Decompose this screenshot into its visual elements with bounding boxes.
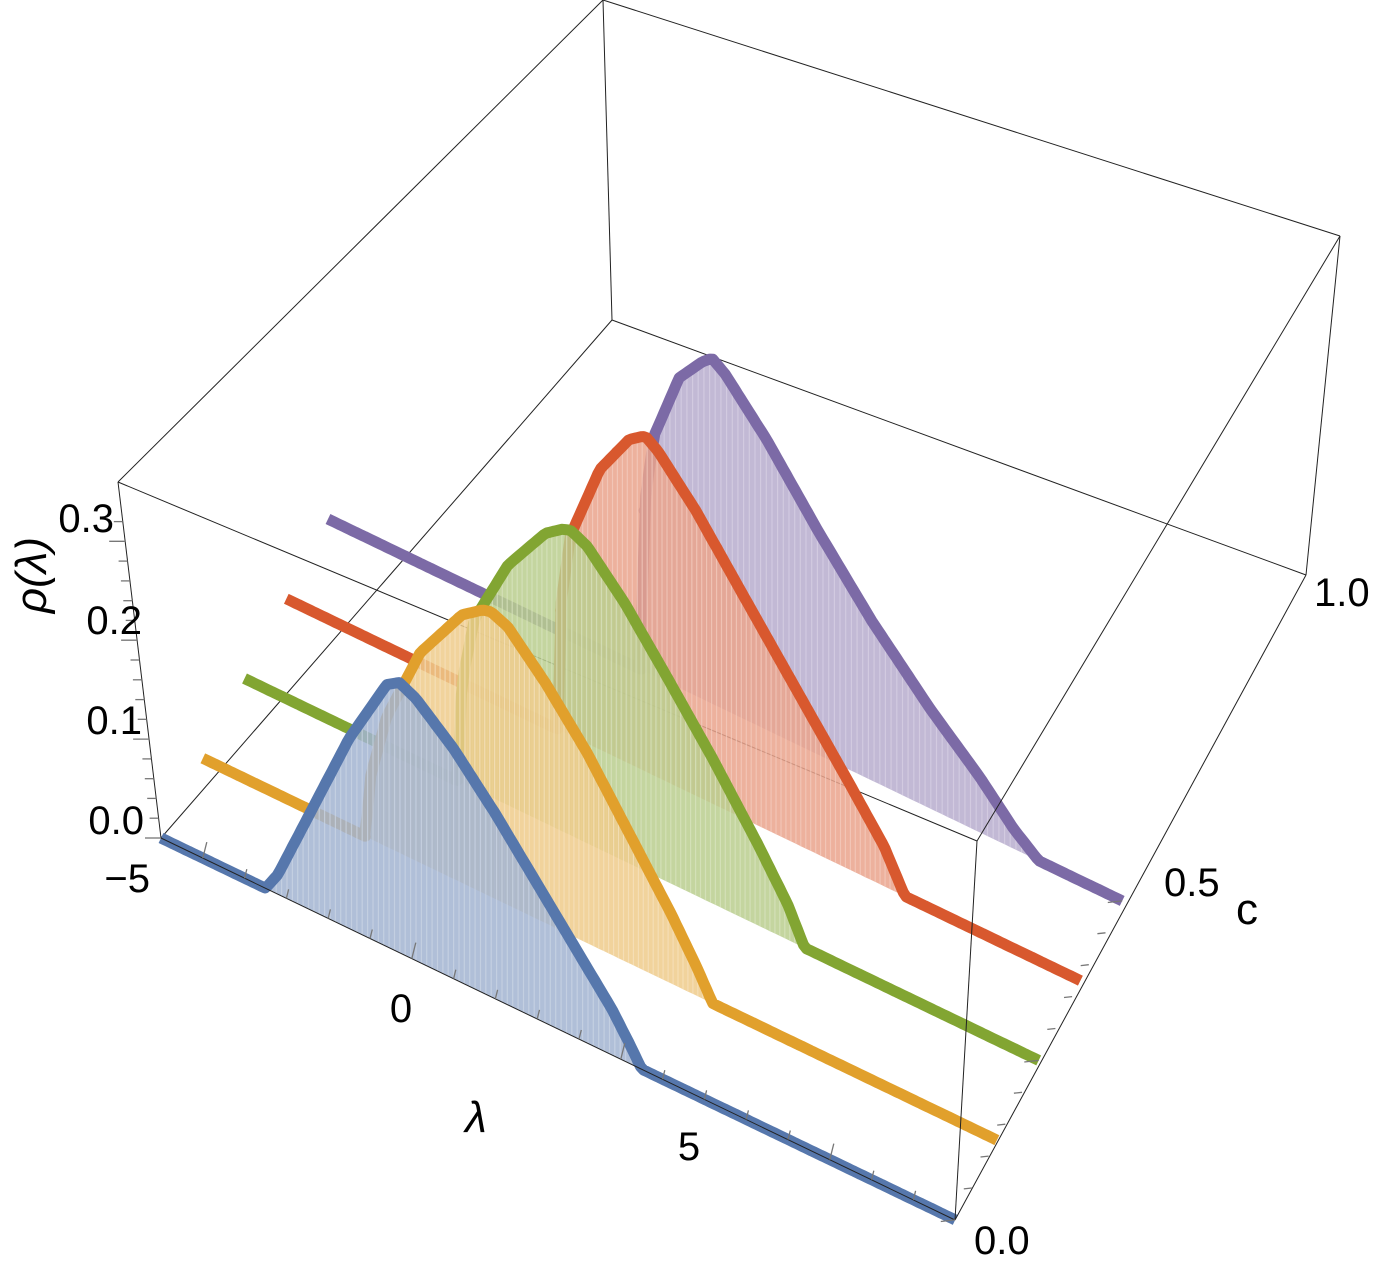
- box-edge: [160, 837, 956, 1221]
- y-tick: [1097, 932, 1106, 935]
- box-edge: [976, 235, 1341, 842]
- x-tick: [578, 1029, 582, 1040]
- axis-labels: 0.0 0.1 0.2 0.3 ρ(λ) −5 0 5 λ 0.0 0.5 1.…: [7, 497, 1370, 1263]
- y-tick: [1047, 1027, 1056, 1031]
- x-tick: [285, 889, 290, 899]
- series-line: [325, 353, 1125, 906]
- y-tick-label: 0.0: [974, 1219, 1030, 1263]
- x-tick: [243, 869, 248, 879]
- y-tick-label: 0.5: [1164, 861, 1220, 905]
- y-tick: [1063, 995, 1073, 999]
- z-axis-title: ρ(λ): [7, 537, 56, 615]
- x-tick: [411, 942, 417, 959]
- series-layer: [158, 353, 1125, 1225]
- x-tick-label: 0: [390, 987, 412, 1031]
- z-tick-label: 0.0: [88, 799, 144, 843]
- x-tick: [202, 841, 208, 859]
- y-axis-title: c: [1236, 885, 1258, 934]
- box-edge: [954, 840, 978, 1221]
- y-tick: [1013, 1091, 1023, 1094]
- x-tick: [912, 1190, 917, 1200]
- x-axis-title: λ: [463, 1093, 487, 1142]
- x-tick: [494, 989, 499, 999]
- z-tick-label: 0.2: [86, 599, 142, 643]
- box-edge: [160, 319, 613, 839]
- y-tick: [963, 1187, 972, 1190]
- x-tick: [536, 1009, 541, 1020]
- x-tick: [703, 1090, 708, 1100]
- box-edge: [1305, 235, 1341, 576]
- box-edge: [117, 0, 604, 483]
- series-c-0_75: [283, 431, 1083, 986]
- y-tick: [940, 1219, 956, 1223]
- y-tick: [997, 1123, 1006, 1126]
- x-tick: [369, 929, 373, 939]
- x-tick-label: −5: [104, 857, 150, 901]
- box-edge: [954, 574, 1307, 1221]
- y-tick: [1080, 964, 1089, 967]
- bounding-box-front-edges: [117, 235, 1341, 1221]
- y-tick-label: 1.0: [1314, 571, 1370, 615]
- axis-ticks: [109, 520, 1123, 1223]
- z-tick-label: 0.3: [58, 497, 114, 541]
- z-tick-label: 0.1: [86, 699, 142, 743]
- x-tick: [829, 1143, 835, 1160]
- box-edge: [611, 319, 1307, 576]
- y-tick: [1107, 900, 1123, 904]
- x-tick: [870, 1170, 875, 1180]
- x-tick-label: 5: [678, 1125, 700, 1169]
- y-tick: [1024, 1059, 1039, 1063]
- x-tick: [661, 1070, 666, 1080]
- box-edge: [602, 0, 1341, 237]
- box-edge: [602, 0, 613, 321]
- x-tick: [452, 969, 457, 979]
- x-tick: [327, 909, 332, 919]
- x-tick: [620, 1042, 626, 1060]
- series-point: [270, 871, 281, 882]
- y-tick: [980, 1155, 989, 1158]
- x-tick: [787, 1130, 791, 1140]
- x-tick: [745, 1110, 750, 1120]
